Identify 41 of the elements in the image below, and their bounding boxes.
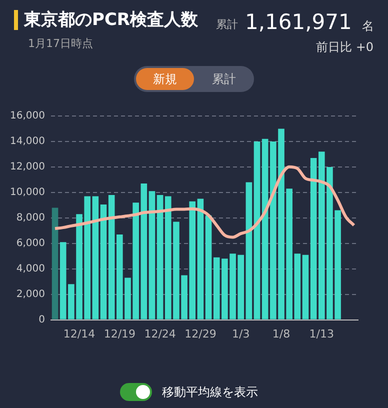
x-tick-label: 1/8 xyxy=(272,327,290,340)
bar xyxy=(92,196,99,320)
text: 名 xyxy=(362,18,374,35)
bar xyxy=(156,194,164,320)
bar xyxy=(197,198,204,320)
y-tick-label: 10,000 xyxy=(10,187,45,198)
y-tick-label: 4,000 xyxy=(16,263,45,274)
x-tick-label: 12/19 xyxy=(104,327,136,340)
y-tick-label: 14,000 xyxy=(10,136,45,148)
text: 1,161,971 xyxy=(245,10,352,34)
bar xyxy=(262,138,268,320)
bar xyxy=(52,208,58,320)
text: 累計 xyxy=(216,17,238,32)
y-tick-label: 16,000 xyxy=(10,110,45,122)
y-tick-label: 6,000 xyxy=(16,238,45,249)
bar xyxy=(148,191,156,320)
bar xyxy=(310,158,317,320)
line-series xyxy=(54,165,356,239)
chart-subtitle: 1月17日時点 xyxy=(28,36,93,51)
y-tick-label: 2,000 xyxy=(16,288,45,300)
y-tick-label: 8,000 xyxy=(16,212,45,224)
x-tick-label: 1/13 xyxy=(309,327,334,340)
text: 移動平均線を表示 xyxy=(162,384,258,401)
bar xyxy=(205,215,212,320)
bar xyxy=(108,194,115,320)
bar xyxy=(100,204,107,320)
text: 累計 xyxy=(211,71,237,88)
x-tick-label: 1/3 xyxy=(232,327,250,340)
text: 新規 xyxy=(136,68,194,90)
text: 前日比 +0 xyxy=(316,39,374,56)
bar xyxy=(254,141,260,320)
y-tick-label: 12,000 xyxy=(10,162,45,173)
x-tick-label: 12/14 xyxy=(63,327,96,340)
bar xyxy=(140,184,148,320)
y-tick-label: 0 xyxy=(38,314,45,326)
bar xyxy=(294,254,301,320)
chart-title: 東京都のPCR検査人数 xyxy=(24,9,198,31)
x-tick-label: 12/24 xyxy=(144,327,176,340)
bar xyxy=(246,182,252,320)
x-tick-label: 12/29 xyxy=(184,327,216,340)
bar xyxy=(302,254,309,320)
